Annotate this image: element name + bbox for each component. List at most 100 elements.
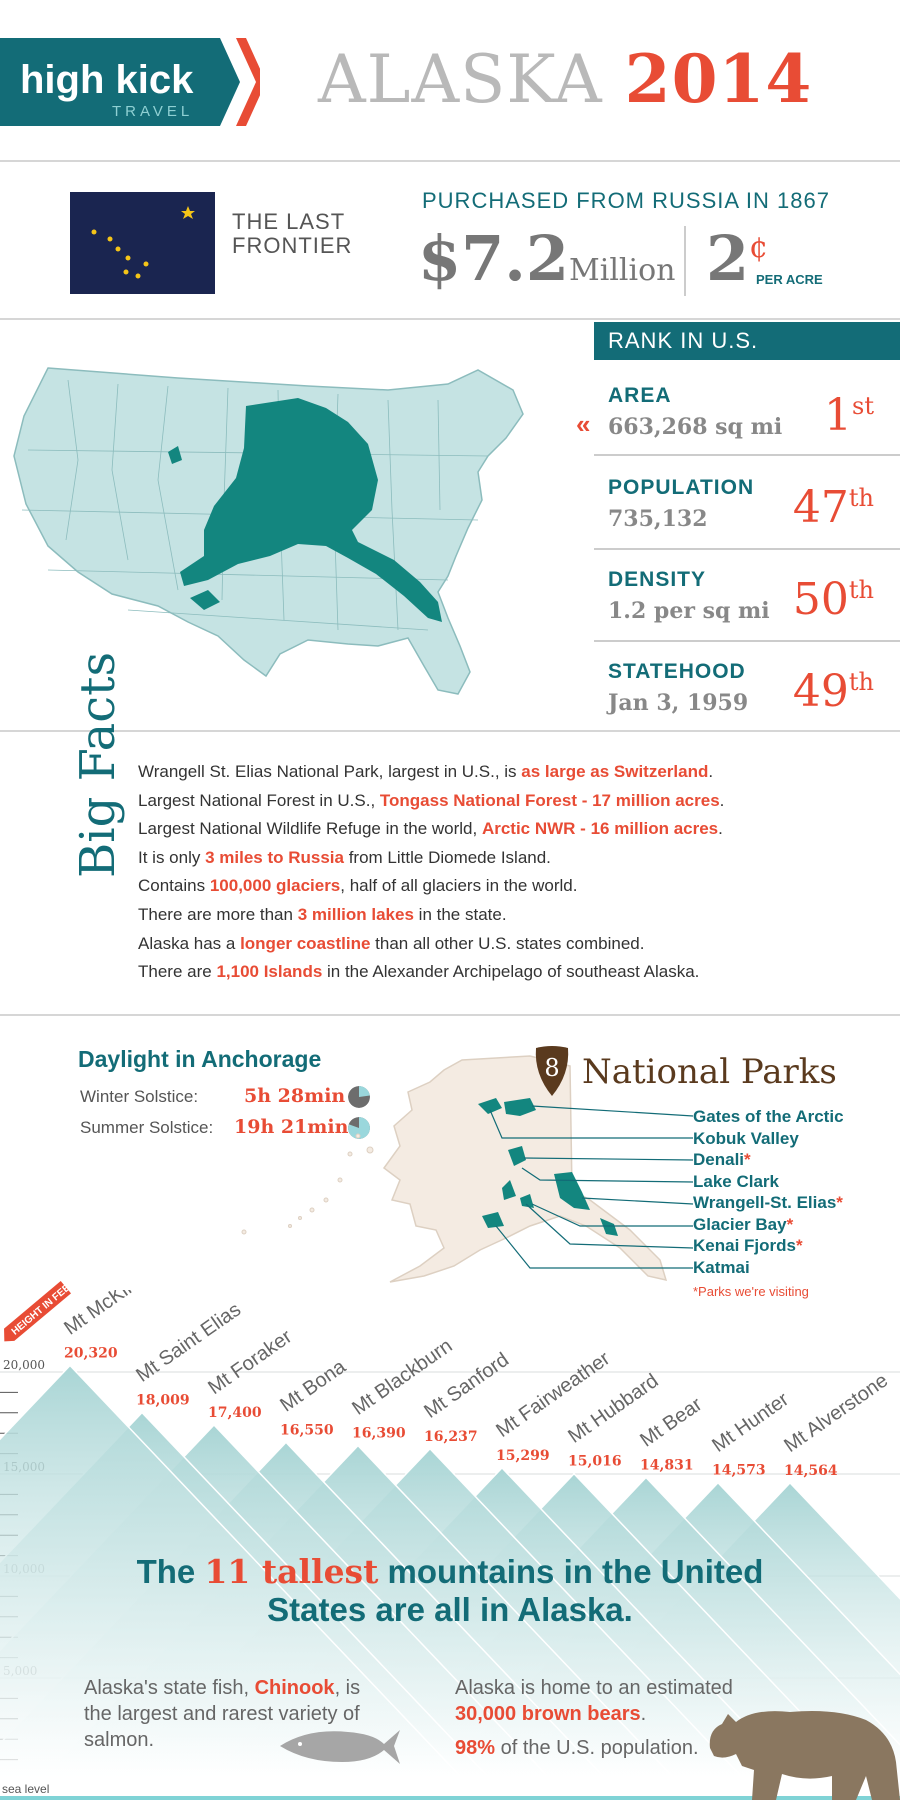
fact-item: Wrangell St. Elias National Park, larges… bbox=[138, 762, 714, 781]
mountain-name-label: Mt Foraker bbox=[204, 1325, 296, 1399]
park-item: Kobuk Valley bbox=[693, 1128, 799, 1148]
park-item: Glacier Bay* bbox=[693, 1214, 794, 1234]
divider bbox=[0, 160, 900, 162]
fact-item: There are 1,100 Islands in the Alexander… bbox=[138, 962, 700, 982]
rank-value: 735,132 bbox=[608, 506, 708, 532]
per-acre-label: PER ACRE bbox=[756, 272, 823, 287]
divider bbox=[0, 318, 900, 320]
park-item: Denali* bbox=[693, 1150, 751, 1169]
salmon-icon bbox=[278, 1724, 402, 1768]
summer-daylight-pie bbox=[348, 1117, 370, 1139]
price-unit: Million bbox=[569, 253, 676, 288]
rank-number: 1st bbox=[824, 390, 874, 441]
high-kick-travel-logo[interactable]: high kick TRAVEL bbox=[0, 38, 266, 126]
daylight-slice bbox=[348, 1117, 370, 1139]
headline-highlight: 11 tallest bbox=[204, 1552, 379, 1591]
logo-sub: TRAVEL bbox=[112, 103, 193, 120]
rank-number: 49th bbox=[792, 666, 874, 717]
rank-label: STATEHOOD bbox=[608, 660, 746, 683]
mountain-height-label: 14,564 bbox=[784, 1463, 838, 1479]
daylight-slice bbox=[359, 1086, 370, 1097]
rank-number: 50th bbox=[792, 574, 874, 625]
rank-row-area: AREA 663,268 sq mi 1st bbox=[594, 380, 900, 470]
national-parks-heading: National Parks bbox=[582, 1052, 837, 1092]
bear-line3: of the U.S. population. bbox=[495, 1737, 699, 1759]
big-facts-title: Big Facts bbox=[70, 651, 126, 878]
title-word: ALASKA bbox=[318, 41, 603, 118]
fish-highlight: Chinook bbox=[254, 1677, 335, 1699]
winter-solstice-row: Winter Solstice: 5h 28min bbox=[80, 1085, 370, 1108]
fish-pre: Alaska's state fish, bbox=[84, 1677, 255, 1699]
height-tag-label: HEIGHT IN FEET bbox=[10, 1278, 78, 1337]
fact-item: Largest National Forest in U.S., Tongass… bbox=[138, 790, 725, 810]
rank-row-density: DENSITY 1.2 per sq mi 50th bbox=[594, 564, 900, 654]
summer-solstice-row: Summer Solstice: 19h 21min bbox=[80, 1116, 370, 1139]
mountain-name-label: Mt Bona bbox=[276, 1355, 350, 1416]
price-value: $7.2 bbox=[418, 222, 570, 295]
rank-divider bbox=[594, 548, 900, 550]
fact-item: It is only 3 miles to Russia from Little… bbox=[138, 847, 551, 867]
alaska-parks-map bbox=[230, 1030, 710, 1290]
bear-pct: 98% bbox=[455, 1737, 496, 1759]
daylight-heading: Daylight in Anchorage bbox=[78, 1046, 322, 1072]
mountain-height-label: 17,400 bbox=[208, 1405, 262, 1421]
winter-daylight-pie bbox=[348, 1086, 370, 1108]
rank-value: 663,268 sq mi bbox=[608, 414, 783, 440]
brown-bear-fact: Alaska is home to an estimated 30,000 br… bbox=[455, 1675, 785, 1761]
us-map-with-alaska-overlay bbox=[8, 360, 568, 705]
state-fish-fact: Alaska's state fish, Chinook, is the lar… bbox=[84, 1675, 384, 1753]
park-item: Kenai Fjords* bbox=[693, 1236, 803, 1255]
rank-label: POPULATION bbox=[608, 476, 755, 499]
divider bbox=[0, 1014, 900, 1016]
purchase-heading: PURCHASED FROM RUSSIA IN 1867 bbox=[422, 188, 830, 213]
winter-value: 5h 28min bbox=[244, 1085, 346, 1107]
park-item: Lake Clark bbox=[693, 1171, 779, 1191]
arrowhead-badge-icon: 8 bbox=[532, 1044, 572, 1098]
mountain-name-label: Mt Hunter bbox=[708, 1388, 793, 1457]
fact-item: There are more than 3 million lakes in t… bbox=[138, 904, 507, 924]
rank-row-statehood: STATEHOOD Jan 3, 1959 49th bbox=[594, 656, 900, 746]
parks-count: 8 bbox=[544, 1054, 559, 1082]
sea-level-line bbox=[0, 1796, 900, 1800]
mountain-height-label: 18,009 bbox=[136, 1393, 190, 1409]
mountain-name-label: Mt Alverstone bbox=[780, 1369, 892, 1457]
rank-row-population: POPULATION 735,132 47th bbox=[594, 472, 900, 562]
title-year: 2014 bbox=[624, 40, 813, 118]
fish-post: , is the largest and rarest variety of s… bbox=[84, 1677, 361, 1751]
big-facts-list: Wrangell St. Elias National Park, larges… bbox=[138, 758, 878, 987]
height-axis-label: 20,000 bbox=[3, 1358, 45, 1372]
rank-divider bbox=[594, 454, 900, 456]
winter-label: Winter Solstice: bbox=[80, 1087, 199, 1106]
mountain-peak bbox=[0, 1364, 466, 1781]
cents-symbol: ¢ bbox=[749, 230, 769, 265]
sea-level-label: sea level bbox=[2, 1782, 50, 1796]
mountain-height-label: 20,320 bbox=[64, 1345, 118, 1361]
height-in-feet-tag: HEIGHT IN FEET bbox=[2, 1278, 92, 1342]
rank-value: 1.2 per sq mi bbox=[608, 598, 770, 624]
rank-value: Jan 3, 1959 bbox=[608, 690, 749, 716]
mountain-height-label: 16,390 bbox=[352, 1426, 406, 1442]
bear-post: . bbox=[640, 1703, 647, 1725]
purchase-price: $7.2Million bbox=[418, 222, 676, 295]
summer-value: 19h 21min bbox=[234, 1116, 349, 1138]
rank-number: 47th bbox=[792, 482, 874, 533]
mountain-height-label: 14,573 bbox=[712, 1463, 766, 1479]
rank-heading: RANK IN U.S. bbox=[594, 322, 900, 360]
price-per-acre: 2¢ PER ACRE bbox=[706, 222, 823, 295]
divider bbox=[0, 730, 900, 732]
last-frontier-label: THE LAST FRONTIER bbox=[232, 209, 353, 258]
bear-line1: Alaska is home to an estimated bbox=[455, 1677, 733, 1699]
summer-label: Summer Solstice: bbox=[80, 1118, 214, 1137]
park-item: Wrangell-St. Elias* bbox=[693, 1193, 843, 1212]
parks-note: *Parks we're visiting bbox=[693, 1284, 809, 1299]
park-item: Gates of the Arctic bbox=[693, 1107, 844, 1126]
bear-highlight: 30,000 brown bears bbox=[455, 1703, 641, 1725]
price-divider bbox=[684, 226, 686, 296]
mountains-headline: The 11 tallest mountains in the United S… bbox=[100, 1553, 800, 1629]
page-title: ALASKA 2014 bbox=[318, 40, 812, 118]
headline-pre: The bbox=[136, 1553, 205, 1590]
fact-item: Alaska has a longer coastline than all o… bbox=[138, 933, 645, 953]
logo-brand: high kick bbox=[20, 58, 194, 102]
fact-item: Contains 100,000 glaciers, half of all g… bbox=[138, 876, 578, 896]
